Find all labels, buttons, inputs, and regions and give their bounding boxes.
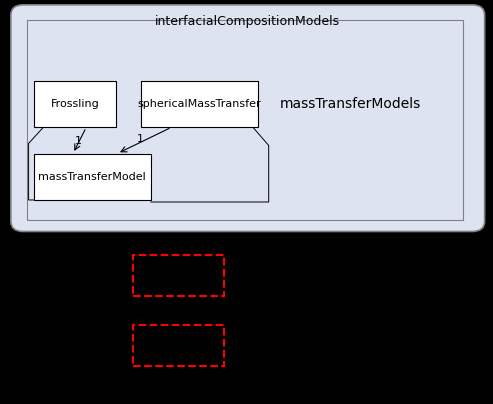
Bar (133, 255, 224, 296)
Bar (133, 325, 224, 366)
Text: massTransferModel: massTransferModel (38, 172, 146, 182)
Bar (34, 81, 116, 127)
Text: interfacialCompositionModels: interfacialCompositionModels (155, 15, 340, 28)
Text: sphericalMassTransfer: sphericalMassTransfer (138, 99, 261, 109)
Bar (34, 154, 151, 200)
Bar (141, 81, 258, 127)
FancyBboxPatch shape (11, 5, 485, 231)
Text: Frossling: Frossling (51, 99, 99, 109)
Text: 1: 1 (137, 135, 144, 144)
Bar (27, 20, 463, 220)
Text: massTransferModels: massTransferModels (280, 97, 421, 111)
Text: 1: 1 (74, 136, 81, 145)
